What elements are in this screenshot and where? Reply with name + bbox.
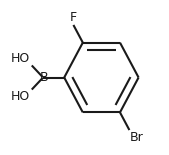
Text: HO: HO (11, 90, 30, 103)
Text: HO: HO (11, 52, 30, 65)
Text: B: B (40, 71, 48, 84)
Text: F: F (69, 11, 77, 24)
Text: Br: Br (130, 131, 143, 144)
